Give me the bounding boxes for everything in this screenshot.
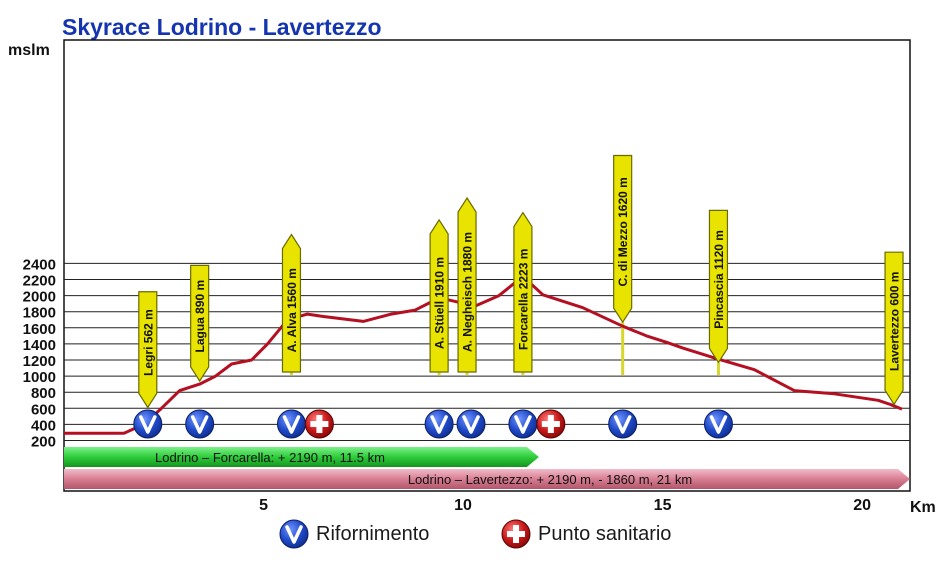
route-label: Lodrino – Lavertezzo: + 2190 m, - 1860 m… <box>408 472 692 487</box>
refuel-circle <box>276 409 306 439</box>
waypoint-label: Forcarella 2223 m <box>516 249 530 350</box>
y-tick-label: 400 <box>31 417 56 434</box>
cross-horizontal <box>541 421 560 427</box>
waypoint-label: Legri 562 m <box>141 309 155 376</box>
x-axis-label: Km <box>910 499 936 516</box>
waypoint-markers: Legri 562 m Lagua 890 m A. Alva 1560 m A. S… <box>138 154 904 409</box>
y-tick-label: 1600 <box>23 321 56 338</box>
route-label: Lodrino – Forcarella: + 2190 m, 11.5 km <box>155 450 385 465</box>
x-tick-label: 10 <box>454 497 472 514</box>
y-tick-label: 200 <box>31 434 56 451</box>
y-tick-label: 2000 <box>23 289 56 306</box>
waypoint-marker: Lavertezzo 600 m <box>884 251 904 406</box>
refuel-v-glyph <box>430 415 448 434</box>
waypoint-arrow <box>429 218 449 373</box>
chart-title: Skyrace Lodrino - Lavertezzo <box>62 14 382 40</box>
y-tick-label: 2400 <box>23 256 56 273</box>
waypoint-marker: C. di Mezzo 1620 m <box>613 154 633 324</box>
route-bar: Lodrino – Lavertezzo: + 2190 m, - 1860 m… <box>64 469 910 489</box>
refuel-circle <box>133 409 163 439</box>
y-tick-label: 2200 <box>23 273 56 290</box>
y-tick-label: 1200 <box>23 353 56 370</box>
waypoint-label: C. di Mezzo 1620 m <box>616 177 630 286</box>
waypoint-arrow <box>513 211 533 373</box>
waypoint-arrow <box>190 264 210 383</box>
waypoint-marker: Lagua 890 m <box>190 264 210 383</box>
refuel-circle <box>508 409 538 439</box>
route-arrow <box>64 469 910 489</box>
waypoint-arrow <box>613 154 633 324</box>
waypoint-marker: Legri 562 m <box>138 291 158 409</box>
refuel-v-glyph <box>709 415 728 434</box>
y-tick-label: 800 <box>31 385 56 402</box>
refuel-v-glyph <box>462 415 480 434</box>
refuel-circle <box>185 409 215 439</box>
refuel-circle <box>703 409 733 439</box>
waypoint-label: Pincascia 1120 m <box>712 230 726 329</box>
v-refuel-icon <box>608 409 638 439</box>
refuel-circle <box>456 409 486 439</box>
y-tick-label: 600 <box>31 401 56 418</box>
route-bars: Lodrino – Forcarella: + 2190 m, 11.5 km L… <box>64 447 910 489</box>
red-cross-icon <box>304 409 334 439</box>
waypoint-arrow <box>281 233 302 373</box>
waypoint-arrow <box>708 209 729 364</box>
v-refuel-icon <box>276 409 306 439</box>
v-refuel-icon <box>508 409 538 439</box>
route-arrow <box>64 447 539 467</box>
waypoint-marker: A. Alva 1560 m <box>281 233 302 373</box>
v-refuel-icon <box>456 409 486 439</box>
legend-label-medical: Punto sanitario <box>538 522 672 545</box>
x-tick-label: 5 <box>259 497 268 514</box>
v-refuel-icon <box>424 409 454 439</box>
legend-item-medical: Punto sanitario <box>500 518 671 550</box>
legend-item-refuel: Rifornimento <box>278 518 429 550</box>
waypoint-marker: Pincascia 1120 m <box>708 209 729 364</box>
legend-label-refuel: Rifornimento <box>316 522 430 545</box>
y-tick-label: 1000 <box>23 369 56 386</box>
refuel-v-glyph <box>613 415 632 434</box>
v-refuel-icon <box>133 409 163 439</box>
y-tick-label: 1400 <box>23 337 56 354</box>
waypoint-marker: A. Negheisch 1880 m <box>457 196 477 373</box>
waypoint-arrow <box>457 196 477 373</box>
waypoint-label: A. Alva 1560 m <box>285 268 299 352</box>
refuel-v-glyph <box>139 415 157 434</box>
red-cross-icon <box>536 409 566 439</box>
x-tick-label: 20 <box>853 497 871 514</box>
refuel-v-glyph <box>190 415 209 434</box>
waypoint-label: Lavertezzo 600 m <box>888 272 902 371</box>
waypoint-marker: A. Stüell 1910 m <box>429 218 449 373</box>
v-refuel-icon <box>185 409 215 439</box>
waypoint-arrow <box>138 291 158 409</box>
x-tick-labels: 5 10 15 20 <box>259 497 871 514</box>
waypoint-label: Lagua 890 m <box>193 280 207 353</box>
x-tick-label: 15 <box>654 497 672 514</box>
waypoint-label: A. Negheisch 1880 m <box>461 232 475 352</box>
route-bar: Lodrino – Forcarella: + 2190 m, 11.5 km <box>64 447 539 467</box>
y-tick-labels: 2004006008001000120014001600180020002200… <box>23 256 56 450</box>
refuel-circle <box>424 409 454 439</box>
v-refuel-icon <box>279 519 309 549</box>
waypoint-marker: Forcarella 2223 m <box>513 211 533 373</box>
y-axis-label: mslm <box>8 42 50 59</box>
cross-horizontal <box>310 421 329 427</box>
waypoint-arrow <box>884 251 904 406</box>
aid-station-icons <box>133 409 733 439</box>
v-refuel-icon <box>703 409 733 439</box>
y-tick-label: 1800 <box>23 305 56 322</box>
waypoint-label: A. Stüell 1910 m <box>433 257 447 349</box>
refuel-circle <box>608 409 638 439</box>
refuel-v-glyph <box>282 415 301 434</box>
refuel-v-glyph <box>514 415 532 434</box>
red-cross-icon <box>501 519 531 549</box>
